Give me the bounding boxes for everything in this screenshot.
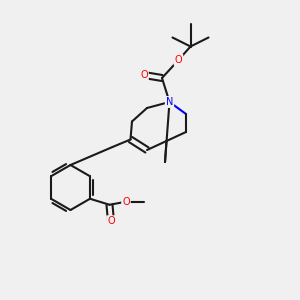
Text: O: O [140, 70, 148, 80]
Text: O: O [175, 55, 182, 65]
Text: O: O [107, 216, 115, 226]
Text: O: O [122, 197, 130, 207]
Text: N: N [166, 97, 173, 107]
